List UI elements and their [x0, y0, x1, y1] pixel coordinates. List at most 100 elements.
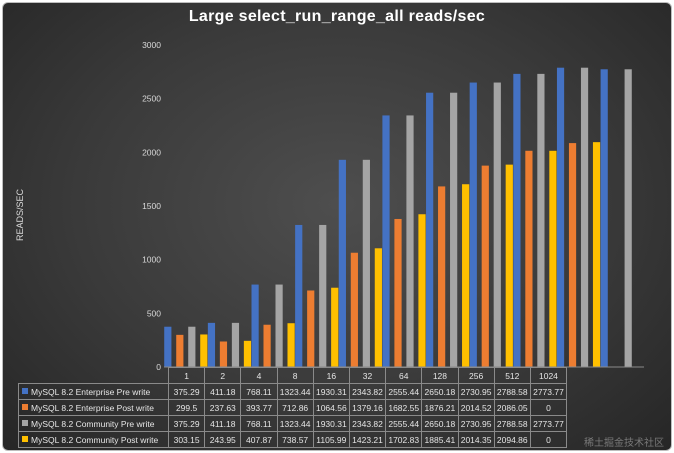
legend-entry: MySQL 8.2 Enterprise Post write [18, 399, 169, 416]
data-label: 2014.35 [457, 431, 495, 448]
bar-series-4-16 [374, 248, 382, 367]
data-table: 1 2 4 8 16 32 64 128 256 512 1024 MySQL 8.2 Enterpr… [18, 367, 568, 448]
x-tick-label: 512 [493, 367, 531, 384]
bar-group-256 [513, 73, 557, 367]
bar-series-3-256 [537, 73, 545, 367]
y-tick-label: 1000 [142, 255, 161, 265]
data-label: 2788.58 [493, 383, 531, 400]
bar-series-2-8 [307, 290, 315, 367]
data-label: 1423.21 [348, 431, 387, 448]
data-label: 2343.82 [348, 415, 387, 432]
table-row: MySQL 8.2 Enterprise Post write 299.5 237.… [18, 399, 568, 416]
bar-group-4 [251, 284, 295, 367]
bar-series-3-512 [580, 67, 589, 367]
bar-series-2-2 [219, 341, 228, 367]
table-corner [19, 368, 169, 384]
bar-series-4-8 [331, 287, 339, 367]
data-label: 738.57 [276, 431, 314, 448]
data-label: 1682.55 [385, 399, 423, 416]
bar-series-4-64 [462, 184, 470, 367]
data-label: 0 [529, 431, 568, 448]
bar-series-3-16 [362, 159, 370, 367]
x-tick-label: 64 [385, 367, 423, 384]
legend-label: MySQL 8.2 Enterprise Pre write [31, 386, 151, 397]
data-label: 2730.95 [457, 383, 495, 400]
bar-series-3-8 [319, 224, 327, 367]
legend-key-swatch [22, 420, 28, 427]
data-label: 1323.44 [276, 415, 314, 432]
chart-title: Large select_run_range_all reads/sec [188, 8, 486, 25]
data-label: 303.15 [167, 431, 206, 448]
bar-series-4-1 [200, 334, 208, 367]
bar-series-2-16 [350, 252, 358, 367]
data-label: 1105.99 [312, 431, 350, 448]
y-tick-label: 3000 [142, 40, 161, 50]
bar-series-1-256 [513, 73, 521, 367]
data-label: 768.11 [240, 415, 278, 432]
data-label: 1064.56 [312, 399, 350, 416]
x-tick-label: 4 [240, 367, 278, 384]
legend-key-swatch [22, 404, 28, 411]
bar-series-3-4 [275, 284, 283, 367]
bar-series-1-16 [338, 159, 346, 367]
data-label: 1702.83 [385, 431, 423, 448]
data-label: 2086.05 [493, 399, 531, 416]
bar-series-1-2 [207, 322, 216, 367]
bar-series-2-1 [176, 334, 184, 367]
bar-series-4-4 [287, 323, 295, 367]
bar-series-2-32 [394, 218, 402, 367]
x-tick-label: 1024 [529, 367, 568, 384]
table-header-row: 1 2 4 8 16 32 64 128 256 512 1024 [19, 367, 568, 384]
y-tick-label: 2000 [142, 147, 161, 157]
data-label: 768.11 [240, 383, 278, 400]
data-label: 243.95 [204, 431, 242, 448]
data-label: 411.18 [204, 383, 242, 400]
bar-series-3-1 [188, 326, 196, 367]
bar-group-512 [556, 67, 601, 367]
bar-series-3-2 [231, 322, 240, 367]
y-tick-label: 500 [147, 308, 161, 318]
table-row: MySQL 8.2 Community Post write 303.15 243.… [18, 431, 568, 448]
bar-series-1-1024 [600, 69, 608, 368]
bar-series-4-32 [418, 214, 426, 367]
table-row: MySQL 8.2 Community Pre write 375.29 411.1… [18, 415, 568, 432]
bar-series-2-256 [525, 150, 533, 367]
legend-label: MySQL 8.2 Community Pre write [31, 418, 155, 429]
bar-series-1-32 [382, 115, 390, 367]
x-tick-label: 16 [312, 367, 350, 384]
bar-group-128 [469, 82, 513, 367]
bar-series-1-8 [295, 224, 303, 367]
data-label: 407.87 [240, 431, 278, 448]
data-label: 2788.58 [493, 415, 531, 432]
y-tick-label: 1500 [142, 201, 161, 211]
bar-group-16 [338, 159, 382, 367]
bar-series-1-4 [251, 284, 259, 367]
data-label: 375.29 [167, 415, 206, 432]
data-label: 299.5 [167, 399, 206, 416]
data-label: 2094.86 [493, 431, 531, 448]
bar-series-1-128 [469, 82, 477, 367]
bar-series-4-128 [505, 164, 513, 367]
data-label: 2555.44 [385, 383, 423, 400]
bar-series-4-512 [592, 142, 601, 367]
bar-series-4-256 [549, 150, 557, 367]
x-tick-label: 128 [421, 367, 459, 384]
data-label: 375.29 [167, 383, 206, 400]
data-label: 1885.41 [421, 431, 459, 448]
y-tick-label: 0 [156, 362, 161, 372]
x-tick-label: 1 [167, 367, 206, 384]
data-label: 1876.21 [421, 399, 459, 416]
data-label: 1323.44 [276, 383, 314, 400]
bar-series-3-1024 [624, 69, 632, 368]
bar-series-3-64 [450, 92, 458, 367]
table-row: MySQL 8.2 Enterprise Pre write 375.29 411.… [18, 383, 568, 400]
bar-series-2-128 [481, 165, 489, 367]
x-tick-label: 8 [276, 367, 314, 384]
legend-key-swatch [22, 436, 28, 443]
data-label: 2343.82 [348, 383, 387, 400]
data-label: 2650.18 [421, 415, 459, 432]
data-label: 2555.44 [385, 415, 423, 432]
data-label: 1930.31 [312, 415, 350, 432]
bar-series-1-512 [556, 67, 565, 367]
bar-series-2-64 [438, 186, 446, 367]
